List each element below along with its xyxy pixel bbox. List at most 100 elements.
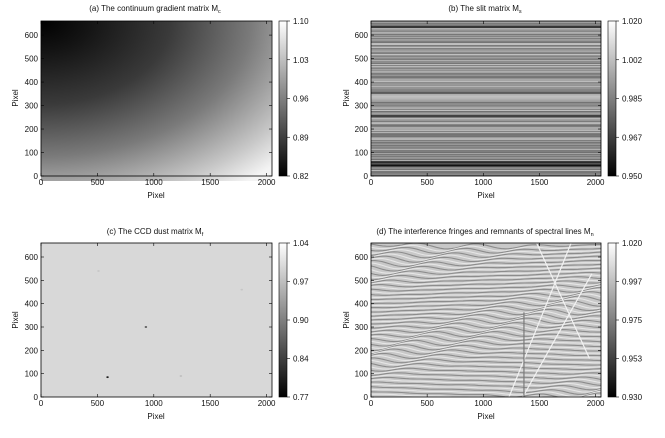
slit-row [371, 66, 601, 68]
slit-row [371, 139, 601, 141]
panel-b: (b) The slit matrix Ms 0 500 1000 1500 2000 … [342, 4, 643, 200]
y-tick-label: 500 [355, 276, 369, 285]
fringe-line [371, 326, 601, 334]
colorbar-tick-label: 0.97 [293, 278, 309, 287]
slit-row [371, 39, 601, 41]
slit-row [371, 131, 601, 133]
slit-row [371, 118, 601, 120]
y-tick-label: 300 [25, 102, 39, 111]
panel-a-ylabel: Pixel [11, 89, 20, 107]
slit-row [371, 85, 601, 87]
fringe-line [371, 317, 601, 325]
fringe-line [371, 362, 601, 371]
dust-speck [240, 288, 244, 291]
fringe-line [371, 288, 601, 298]
slit-row [371, 22, 601, 24]
y-tick-label: 200 [355, 125, 369, 134]
panel-c-colorbar-ticks: 1.04 0.97 0.90 0.84 0.77 [287, 239, 309, 402]
panel-c-heatmap [41, 243, 272, 397]
colorbar-tick-label: 0.985 [622, 95, 643, 104]
slit-row [371, 80, 601, 82]
slit-row [371, 65, 601, 67]
slit-row [371, 102, 601, 104]
slit-row [371, 128, 601, 130]
slit-dark-row [371, 161, 601, 164]
x-tick-label: 1000 [474, 399, 492, 408]
y-tick-label: 500 [25, 55, 39, 64]
fringe-line [371, 274, 601, 283]
slit-row [371, 160, 601, 162]
slit-row [371, 69, 601, 71]
slit-row [371, 101, 601, 103]
slit-row [371, 174, 601, 176]
colorbar-tick-label: 0.930 [622, 393, 643, 402]
slit-row [371, 71, 601, 73]
fringe-line [371, 291, 601, 301]
slit-row [371, 141, 601, 143]
slit-row [371, 156, 601, 158]
dust-speck [144, 326, 148, 328]
slit-row [371, 45, 601, 47]
x-tick-label: 1000 [474, 178, 492, 187]
slit-row [371, 30, 601, 32]
panel-b-y-axis: 0 100 200 300 400 500 600 [355, 31, 601, 181]
fringe-line [371, 263, 601, 272]
fringe-line [371, 355, 601, 364]
slit-row [371, 124, 601, 126]
slit-row [371, 48, 601, 50]
y-tick-label: 600 [355, 253, 369, 262]
slit-row [371, 112, 601, 114]
slit-row [371, 56, 601, 58]
panel-d-frame [370, 242, 602, 398]
slit-row [371, 150, 601, 152]
slit-row [371, 46, 601, 48]
slit-row [371, 157, 601, 159]
slit-row [371, 55, 601, 57]
slit-row [371, 159, 601, 161]
x-tick-label: 0 [39, 399, 44, 408]
x-tick-label: 0 [369, 178, 374, 187]
fringe-line [371, 350, 601, 359]
colorbar-tick-label: 0.96 [293, 95, 309, 104]
slit-row [371, 106, 601, 108]
slit-row [371, 95, 601, 97]
fringe-line [371, 293, 601, 303]
slit-row [371, 105, 601, 107]
slit-row [371, 60, 601, 62]
y-tick-label: 0 [34, 172, 39, 181]
panel-d-colorbar-ticks: 1.020 0.997 0.975 0.953 0.930 [616, 239, 643, 402]
slit-row [371, 21, 601, 23]
panel-d-y-axis: 0 100 200 300 400 500 600 [355, 253, 601, 402]
slit-row [371, 42, 601, 44]
fringe-line [371, 328, 601, 336]
dust-speck [179, 375, 183, 377]
x-tick-label: 500 [91, 178, 105, 187]
fringe-line [371, 388, 601, 397]
panel-b-colorbar: 1.020 1.002 0.985 0.967 0.950 [607, 17, 643, 181]
slit-row [371, 35, 601, 37]
slit-row [371, 25, 601, 27]
panel-c-frame [40, 242, 273, 398]
slit-row [371, 136, 601, 138]
x-tick-label: 0 [369, 399, 374, 408]
slit-row [371, 81, 601, 83]
slit-row [371, 89, 601, 91]
spectral-remnant-line [522, 273, 593, 397]
fringe-line [371, 386, 601, 395]
fringe-line [371, 259, 601, 268]
slit-row [371, 123, 601, 125]
slit-row [371, 72, 601, 74]
slit-row [371, 54, 601, 56]
slit-row [371, 49, 601, 51]
slit-row [371, 88, 601, 90]
fringe-line [371, 352, 601, 362]
slit-row [371, 96, 601, 98]
slit-dark-row [371, 114, 601, 118]
panel-c: (c) The CCD dust matrix Mf 0 500 1000 1500 2… [11, 227, 309, 421]
colorbar-tick-label: 0.953 [622, 355, 643, 364]
panel-a-frame [40, 20, 273, 177]
slit-row [371, 40, 601, 42]
panel-a: (a) The continuum gradient matrix Mc 0 50… [11, 4, 309, 200]
panel-c-dust-specks [97, 270, 244, 379]
slit-row [371, 84, 601, 86]
